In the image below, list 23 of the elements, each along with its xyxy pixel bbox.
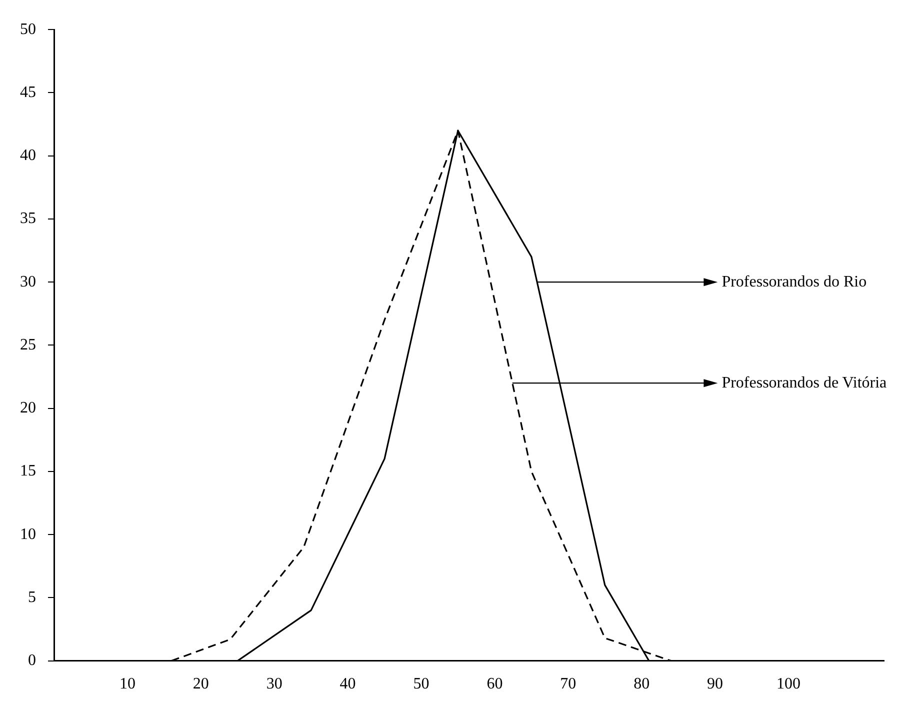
x-tick-label: 80: [634, 676, 650, 693]
x-tick-label: 60: [486, 676, 503, 693]
legend-label: Professorandos do Rio: [722, 273, 867, 290]
y-tick-label: 15: [20, 462, 36, 480]
y-tick-label: 45: [20, 84, 36, 101]
x-tick-label: 50: [413, 676, 430, 693]
y-tick-label: 0: [28, 652, 36, 670]
x-tick-label: 100: [776, 676, 801, 693]
x-tick-label: 30: [266, 676, 282, 693]
x-tick-label: 90: [707, 676, 724, 693]
y-tick-label: 50: [20, 20, 36, 38]
x-tick-label: 10: [119, 676, 136, 693]
y-tick-label: 5: [28, 588, 36, 606]
y-tick-label: 40: [20, 147, 36, 164]
x-tick-label: 40: [340, 676, 356, 693]
y-tick-label: 35: [20, 210, 36, 228]
x-tick-label: 20: [192, 676, 209, 693]
y-tick-label: 10: [20, 526, 36, 543]
y-tick-label: 25: [20, 336, 36, 354]
x-tick-label: 70: [560, 676, 576, 693]
y-tick-label: 20: [20, 400, 36, 417]
y-tick-label: 30: [20, 273, 36, 290]
legend-label: Professorandos de Vitória: [722, 374, 887, 392]
